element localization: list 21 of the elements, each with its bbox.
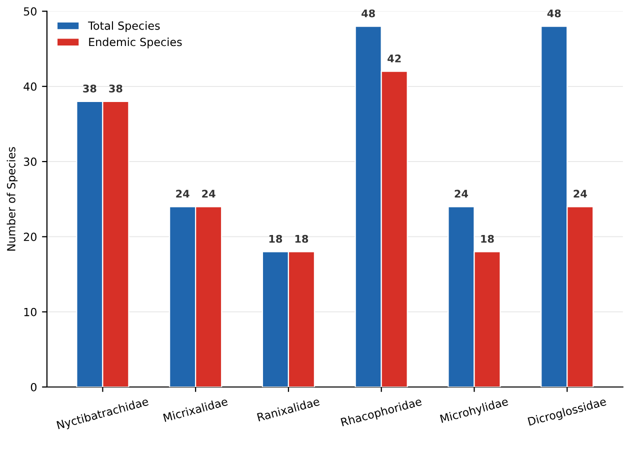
y-tick-label: 30 — [24, 158, 36, 166]
y-tick-label: 40 — [24, 82, 36, 91]
data-label: 18 — [481, 234, 494, 243]
data-label: 24 — [202, 190, 216, 198]
y-tick-label: 0 — [30, 382, 36, 392]
data-label: 18 — [269, 234, 282, 243]
y-tick-label: 10 — [24, 308, 36, 316]
y-axis-title: Number of Species — [6, 147, 18, 251]
y-tick-label: 20 — [24, 232, 36, 242]
data-label: 24 — [454, 190, 468, 198]
data-label: 24 — [176, 190, 190, 198]
data-label: 42 — [388, 54, 401, 62]
data-label: 38 — [109, 84, 122, 92]
data-label: 24 — [574, 190, 587, 198]
data-label: 18 — [295, 234, 308, 243]
data-label: 48 — [547, 9, 561, 18]
data-label: 38 — [83, 84, 96, 92]
legend-label: Endemic Species — [89, 38, 182, 48]
y-tick-label: 50 — [24, 7, 36, 16]
data-label: 48 — [362, 9, 375, 18]
legend-label: Total Species — [88, 21, 160, 32]
